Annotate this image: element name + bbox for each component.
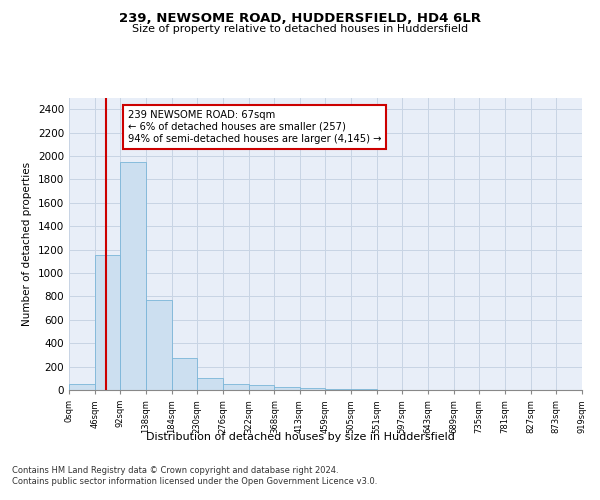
Text: Size of property relative to detached houses in Huddersfield: Size of property relative to detached ho… [132,24,468,34]
Text: 239, NEWSOME ROAD, HUDDERSFIELD, HD4 6LR: 239, NEWSOME ROAD, HUDDERSFIELD, HD4 6LR [119,12,481,26]
Bar [146,300,172,390]
Bar [197,378,223,390]
Y-axis label: Number of detached properties: Number of detached properties [22,162,32,326]
Bar [223,384,249,390]
Text: Contains public sector information licensed under the Open Government Licence v3: Contains public sector information licen… [12,477,377,486]
Bar [274,387,299,390]
Bar [325,389,351,390]
Bar [299,388,325,390]
Text: Contains HM Land Registry data © Crown copyright and database right 2024.: Contains HM Land Registry data © Crown c… [12,466,338,475]
Bar [69,384,95,390]
Bar [249,386,274,390]
Text: 239 NEWSOME ROAD: 67sqm
← 6% of detached houses are smaller (257)
94% of semi-de: 239 NEWSOME ROAD: 67sqm ← 6% of detached… [128,110,381,144]
Bar [172,358,197,390]
Bar [95,256,121,390]
Text: Distribution of detached houses by size in Huddersfield: Distribution of detached houses by size … [146,432,454,442]
Bar [121,162,146,390]
